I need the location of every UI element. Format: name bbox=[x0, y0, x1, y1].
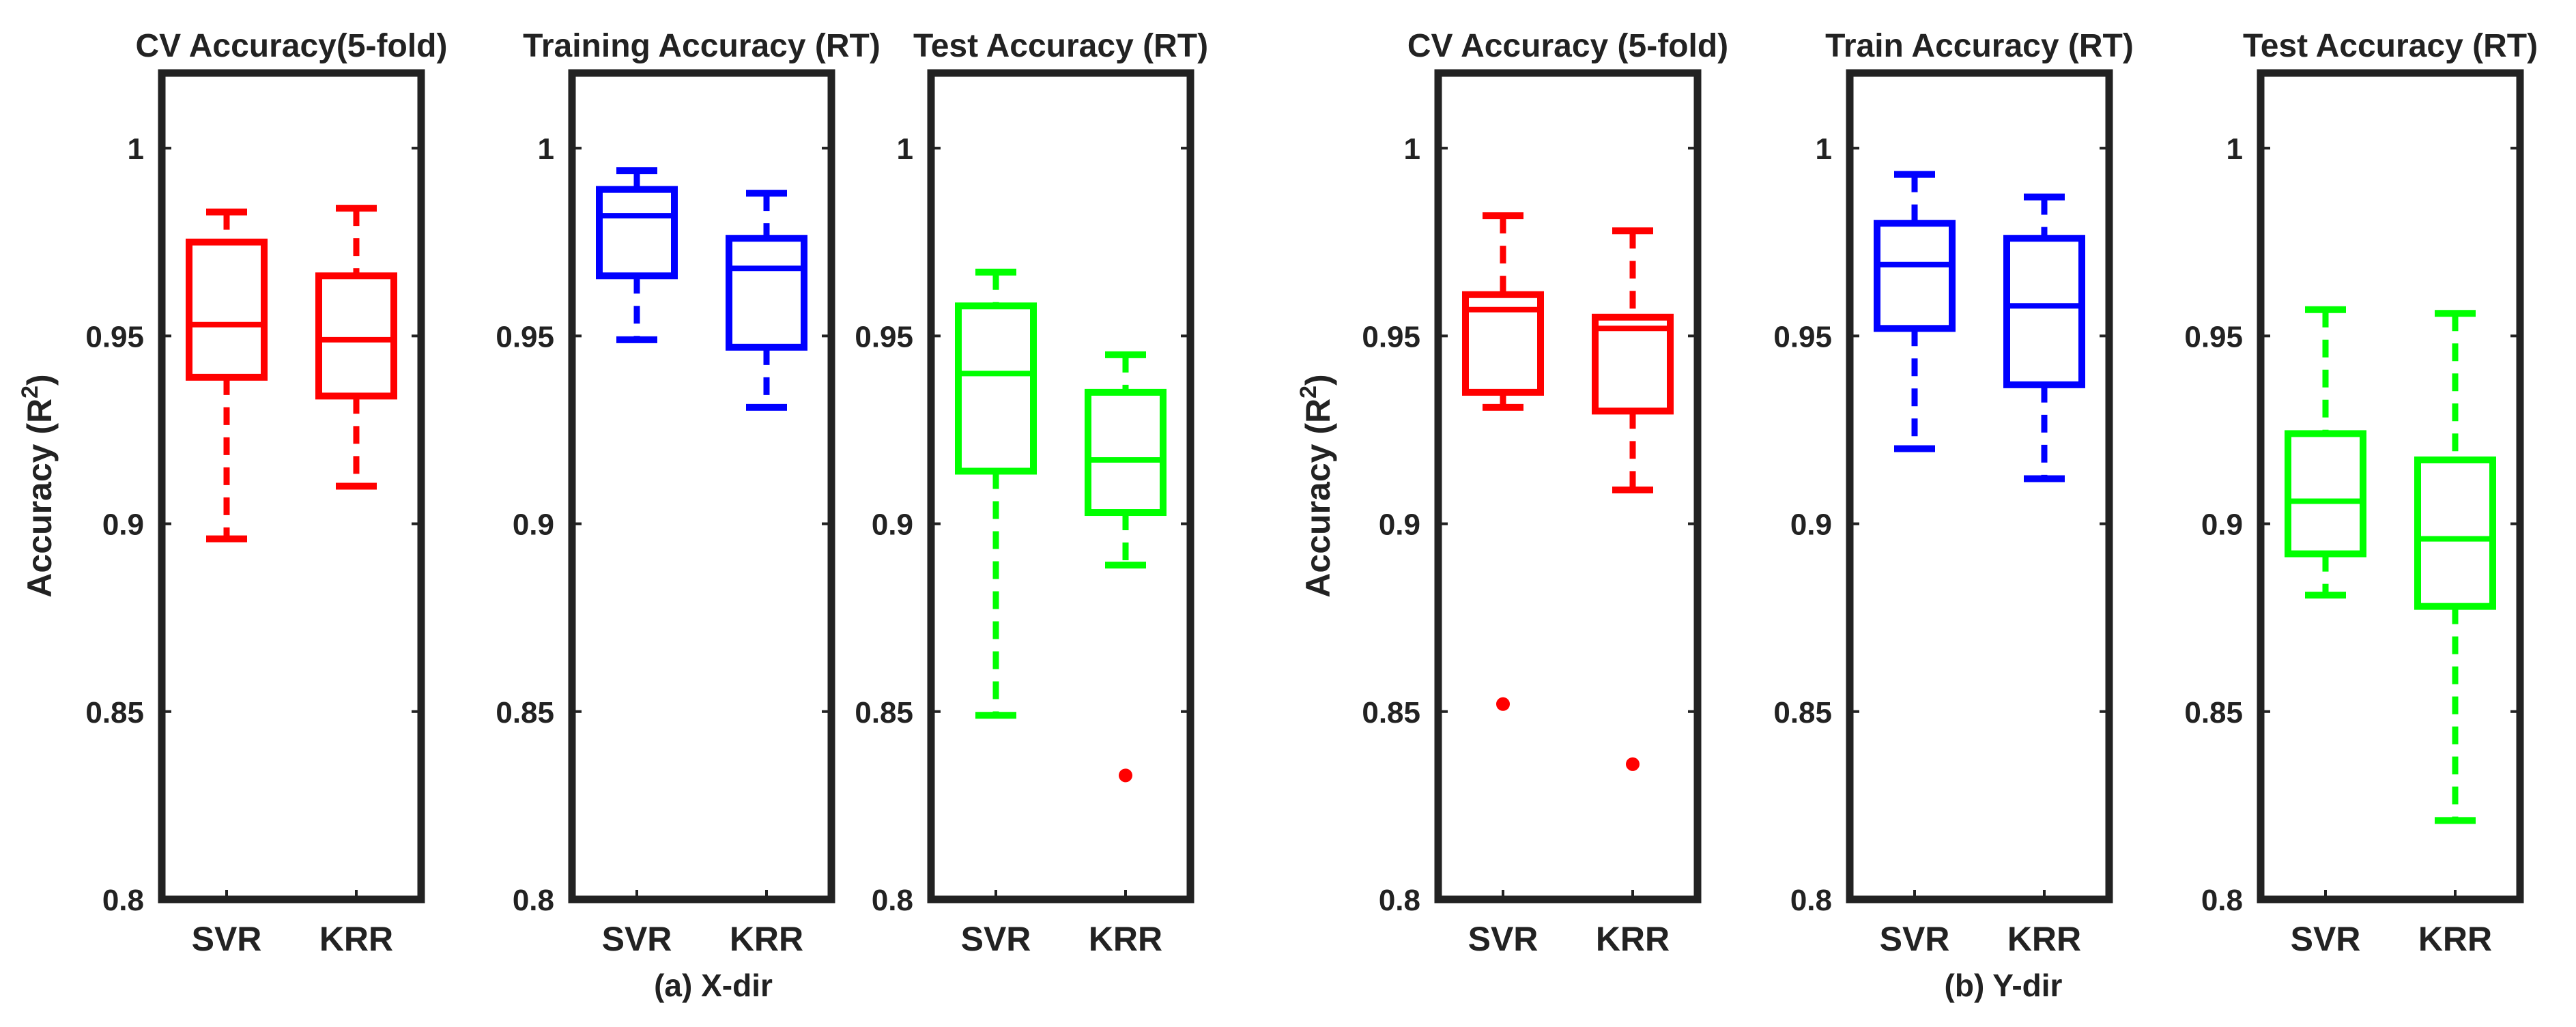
panel-3: Test Accuracy (RT) 0.8 0.85 0.9 0.95 1 SVR KRR bbox=[855, 28, 1208, 958]
y-tick-label: 0.8 bbox=[513, 884, 554, 917]
x-tick-label: SVR bbox=[602, 920, 672, 958]
box-krr bbox=[315, 205, 397, 490]
outlier-point bbox=[1626, 757, 1640, 771]
y-tick-label: 0.8 bbox=[872, 884, 913, 917]
panel-title: Train Accuracy (RT) bbox=[1825, 28, 2134, 64]
y-tick-label: 0.95 bbox=[2184, 320, 2243, 353]
y-tick-label: 0.9 bbox=[1790, 508, 1832, 542]
y-tick-label: 0.95 bbox=[855, 320, 913, 353]
iqr-box bbox=[315, 272, 397, 400]
panel-title: Test Accuracy (RT) bbox=[913, 28, 1208, 64]
group-caption: (b) Y-dir bbox=[1945, 968, 2063, 1003]
y-axis-label: Accuracy (R2) bbox=[1296, 374, 1337, 597]
y-axis-label: Accuracy (R2) bbox=[17, 374, 59, 597]
y-tick-label: 1 bbox=[128, 132, 144, 166]
panel-4: CV Accuracy (5-fold) 0.8 0.85 0.9 0.95 1 SVR KR… bbox=[1362, 28, 1728, 958]
x-tick-label: SVR bbox=[961, 920, 1031, 958]
y-tick-label: 0.95 bbox=[496, 320, 554, 353]
iqr-box bbox=[955, 302, 1037, 475]
y-tick-label: 1 bbox=[1816, 132, 1832, 166]
iqr-box bbox=[726, 235, 807, 351]
panel-frame bbox=[568, 69, 835, 903]
iqr-box bbox=[2414, 456, 2496, 610]
iqr-box bbox=[1592, 313, 1674, 415]
panel-title: CV Accuracy(5-fold) bbox=[136, 28, 448, 64]
iqr-box bbox=[186, 238, 268, 381]
panel-frame bbox=[1434, 69, 1702, 903]
y-tick-label: 0.9 bbox=[872, 508, 913, 542]
box-svr bbox=[955, 268, 1037, 719]
panel-frame bbox=[2257, 69, 2524, 903]
iqr-box bbox=[2285, 430, 2366, 558]
y-tick-label: 0.95 bbox=[85, 320, 144, 353]
box-krr bbox=[2003, 193, 2085, 482]
iqr-box bbox=[596, 186, 678, 280]
iqr-box bbox=[1462, 291, 1544, 396]
x-tick-label: KRR bbox=[2007, 920, 2081, 958]
y-tick-label: 0.95 bbox=[1773, 320, 1832, 353]
outlier-point bbox=[1496, 697, 1510, 711]
y-tick-label: 0.85 bbox=[1362, 696, 1420, 729]
box-svr bbox=[596, 167, 678, 343]
y-tick-label: 0.8 bbox=[2201, 884, 2243, 917]
y-tick-label: 0.8 bbox=[1790, 884, 1832, 917]
x-tick-label: SVR bbox=[1880, 920, 1950, 958]
y-tick-label: 0.85 bbox=[855, 696, 913, 729]
y-tick-label: 0.85 bbox=[85, 696, 144, 729]
x-tick-label: KRR bbox=[1596, 920, 1670, 958]
iqr-box bbox=[1085, 388, 1167, 517]
box-krr bbox=[1592, 227, 1674, 771]
panel-frame bbox=[1846, 69, 2113, 903]
group-caption: (a) X-dir bbox=[654, 968, 773, 1003]
panel-1: CV Accuracy(5-fold) 0.8 0.85 0.9 0.95 1 SVR KRR bbox=[85, 28, 447, 958]
y-tick-label: 0.9 bbox=[513, 508, 554, 542]
box-krr bbox=[2414, 310, 2496, 824]
panel-title: CV Accuracy (5-fold) bbox=[1407, 28, 1728, 64]
y-tick-label: 1 bbox=[538, 132, 554, 166]
y-tick-label: 0.9 bbox=[1379, 508, 1420, 542]
box-svr bbox=[1462, 212, 1544, 711]
x-tick-label: KRR bbox=[730, 920, 803, 958]
y-tick-label: 0.85 bbox=[1773, 696, 1832, 729]
y-tick-label: 1 bbox=[1404, 132, 1420, 166]
y-tick-label: 0.9 bbox=[2201, 508, 2243, 542]
box-svr bbox=[1874, 171, 1956, 452]
panel-6: Test Accuracy (RT) 0.8 0.85 0.9 0.95 1 SVR KRR bbox=[2184, 28, 2538, 958]
x-tick-label: KRR bbox=[2418, 920, 2492, 958]
box-krr bbox=[1085, 351, 1167, 783]
x-tick-label: SVR bbox=[1468, 920, 1539, 958]
iqr-box bbox=[2003, 235, 2085, 388]
y-tick-label: 0.8 bbox=[1379, 884, 1420, 917]
y-tick-label: 0.85 bbox=[2184, 696, 2243, 729]
x-tick-label: SVR bbox=[192, 920, 262, 958]
panel-5: Train Accuracy (RT) 0.8 0.85 0.9 0.95 1 SVR KRR bbox=[1773, 28, 2133, 958]
x-tick-label: KRR bbox=[1089, 920, 1162, 958]
box-krr bbox=[726, 190, 807, 411]
y-tick-label: 0.85 bbox=[496, 696, 554, 729]
box-svr bbox=[2285, 306, 2366, 599]
y-tick-label: 1 bbox=[2227, 132, 2243, 166]
panel-title: Training Accuracy (RT) bbox=[523, 28, 881, 64]
y-tick-label: 0.95 bbox=[1362, 320, 1420, 353]
y-tick-label: 0.9 bbox=[102, 508, 144, 542]
panel-2: Training Accuracy (RT) 0.8 0.85 0.9 0.95 1 SVR… bbox=[496, 28, 880, 958]
y-tick-label: 0.8 bbox=[102, 884, 144, 917]
x-tick-label: SVR bbox=[2291, 920, 2361, 958]
iqr-box bbox=[1874, 220, 1956, 332]
panel-frame bbox=[927, 69, 1194, 903]
box-svr bbox=[186, 208, 268, 543]
panel-frame bbox=[158, 69, 425, 903]
panel-title: Test Accuracy (RT) bbox=[2243, 28, 2538, 64]
outlier-point bbox=[1119, 768, 1132, 783]
x-tick-label: KRR bbox=[319, 920, 393, 958]
y-tick-label: 1 bbox=[897, 132, 913, 166]
